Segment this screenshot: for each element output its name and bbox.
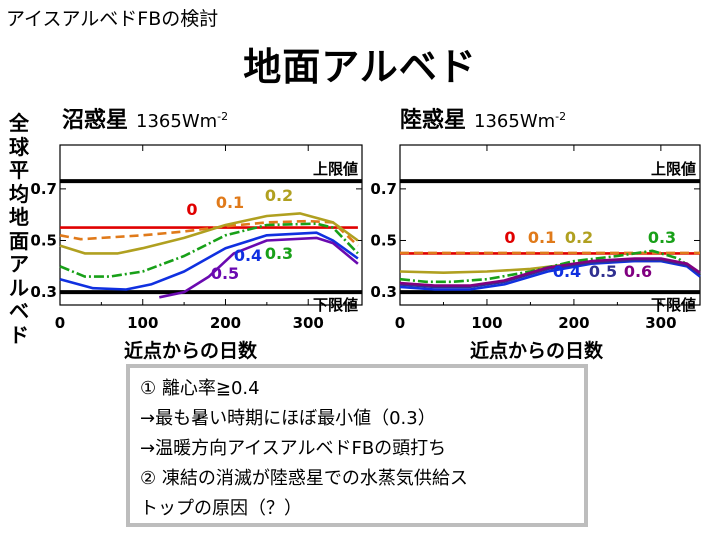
series-line-0-5 — [159, 236, 359, 299]
x-axis-label-left: 近点からの日数 — [124, 340, 258, 362]
y-tick-label: 0.5 — [30, 231, 57, 249]
series-line-0-3 — [59, 222, 359, 278]
y-tick-label: 0.3 — [370, 283, 397, 301]
note-line: →最も暑い時期にほぼ最小値（0.3） — [140, 408, 436, 429]
series-label: 0.4 — [553, 262, 581, 281]
y-tick-label: 0.7 — [370, 180, 397, 198]
notes-box: ① 離心率≧0.4 →最も暑い時期にほぼ最小値（0.3） →温暖方向アイスアルベ… — [126, 364, 588, 527]
upper-limit-label: 上限値 — [313, 160, 358, 178]
y-tick-label: 0.3 — [30, 283, 57, 301]
plot-frame — [399, 144, 701, 306]
x-tick-label: 100 — [127, 314, 158, 332]
y-axis-label: 全球平均地面アルベド — [9, 111, 29, 347]
panel-right-name: 陸惑星 — [400, 108, 467, 133]
series-label: 0.3 — [648, 228, 676, 247]
lower-limit-label: 下限値 — [313, 296, 358, 314]
series-label: 0.1 — [528, 228, 556, 247]
panel-left-flux: 1365Wm-2 — [136, 110, 229, 132]
x-tick-label: 200 — [210, 314, 241, 332]
note-line: トップの原因（？） — [140, 498, 302, 519]
panel-left-name: 沼惑星 — [62, 108, 129, 133]
x-tick-label: 0 — [395, 314, 405, 332]
note-line: →温暖方向アイスアルベドFBの頭打ち — [140, 438, 447, 459]
series-label: 0.2 — [565, 228, 593, 247]
series-label: 0 — [186, 200, 197, 219]
slide-kicker: アイスアルベドFBの検討 — [6, 8, 219, 30]
note-line: ② 凍結の消滅が陸惑星での水蒸気供給ス — [140, 468, 468, 489]
panel-right-flux: 1365Wm-2 — [474, 110, 567, 132]
x-tick-label: 100 — [471, 314, 502, 332]
x-tick-label: 200 — [558, 314, 589, 332]
lower-limit-label: 下限値 — [651, 296, 696, 314]
panel-title-left: 沼惑星 1365Wm-2 — [62, 102, 228, 134]
x-axis-label-right: 近点からの日数 — [470, 340, 604, 362]
y-tick-label: 0.5 — [370, 231, 397, 249]
series-line-0-1 — [59, 219, 359, 247]
plot-frame — [59, 144, 363, 306]
panel-title-right: 陸惑星 1365Wm-2 — [400, 102, 566, 134]
series-label: 0.6 — [624, 262, 652, 281]
series-label: 0.2 — [265, 186, 293, 205]
series-label: 0.1 — [216, 193, 244, 212]
slide-title: 地面アルベド — [243, 45, 477, 89]
y-tick-label: 0.7 — [30, 180, 57, 198]
x-tick-label: 0 — [55, 314, 65, 332]
note-line: ① 離心率≧0.4 — [140, 378, 260, 399]
series-label: 0.5 — [589, 262, 617, 281]
series-line-0-4 — [59, 231, 359, 291]
series-line-0-6 — [399, 257, 701, 287]
x-tick-label: 300 — [293, 314, 324, 332]
upper-limit-label: 上限値 — [651, 160, 696, 178]
series-label: 0.4 — [234, 246, 262, 265]
x-tick-label: 300 — [645, 314, 676, 332]
series-line-0-2 — [59, 212, 359, 255]
series-label: 0.3 — [265, 244, 293, 263]
series-label: 0.5 — [211, 264, 239, 283]
series-label: 0 — [504, 228, 515, 247]
